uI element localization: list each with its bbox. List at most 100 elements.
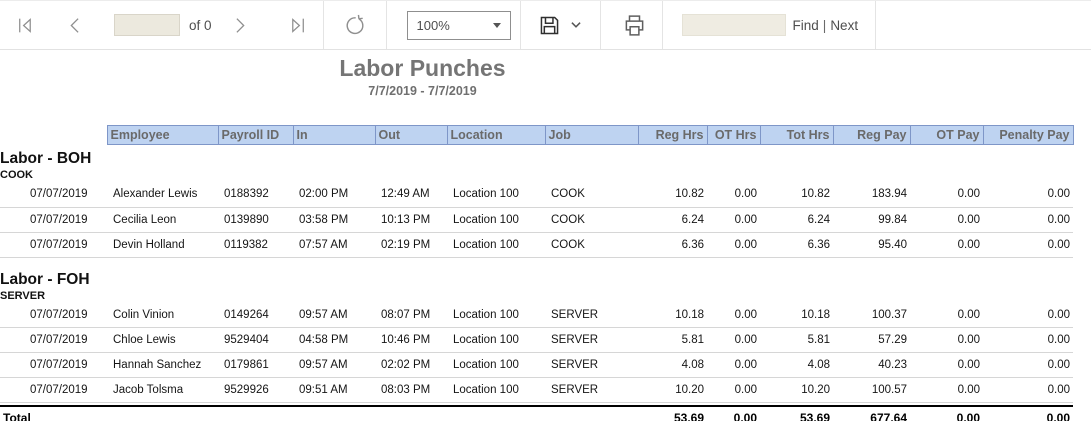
total-tot-hrs: 53.69 — [760, 404, 833, 421]
table-row: 07/07/2019 Jacob Tolsma 9529926 09:51 AM 08:… — [0, 377, 1073, 403]
column-header-tot-hrs: Tot Hrs — [759, 125, 834, 145]
total-reg-pay: 677.64 — [833, 404, 910, 421]
page-number-input[interactable] — [114, 14, 180, 36]
column-header-location: Location — [446, 125, 546, 145]
cell-ot-pay: 0.00 — [910, 377, 983, 403]
cell-date: 07/07/2019 — [0, 302, 107, 328]
cell-ot-pay: 0.00 — [910, 327, 983, 353]
group-sublabel: SERVER — [0, 289, 1073, 303]
table-header-row: Employee Payroll ID In Out Location Job Reg Hr… — [0, 125, 1074, 145]
total-label: Total — [0, 404, 107, 421]
cell-reg-pay: 100.57 — [833, 377, 910, 403]
group-label-cell: Labor - FOH — [0, 270, 90, 288]
cell-ot-hrs: 0.00 — [707, 377, 760, 403]
cell-penalty-pay: 0.00 — [983, 377, 1073, 403]
group-label: Labor - BOH — [0, 145, 1073, 169]
cell-employee: Colin Vinion — [107, 302, 218, 328]
export-save-button[interactable] — [538, 14, 583, 37]
column-header-out: Out — [374, 125, 448, 145]
cell-payroll-id: 0139890 — [218, 207, 293, 233]
cell-tot-hrs: 6.36 — [760, 232, 833, 258]
cell-out: 10:46 PM — [375, 327, 447, 353]
cell-date: 07/07/2019 — [0, 327, 107, 353]
cell-out: 08:03 PM — [375, 377, 447, 403]
labor-punches-table: Employee Payroll ID In Out Location Job Reg Hr… — [0, 125, 1074, 421]
previous-page-button[interactable] — [65, 15, 86, 36]
cell-date: 07/07/2019 — [0, 232, 107, 258]
total-empty-cell — [375, 404, 447, 421]
cell-reg-pay: 95.40 — [833, 232, 910, 258]
cell-out: 02:02 PM — [375, 352, 447, 378]
chevron-down-icon — [570, 22, 581, 28]
group-label-cell: Labor - BOH — [0, 150, 92, 167]
total-reg-hrs: 53.69 — [638, 404, 707, 421]
cell-penalty-pay: 0.00 — [983, 327, 1073, 353]
print-button[interactable] — [622, 13, 647, 38]
cell-out: 10:13 PM — [375, 207, 447, 233]
cell-ot-pay: 0.00 — [910, 232, 983, 258]
cell-reg-hrs: 10.82 — [638, 182, 707, 208]
cell-penalty-pay: 0.00 — [983, 352, 1073, 378]
zoom-select[interactable]: 100% — [406, 10, 511, 40]
cell-ot-hrs: 0.00 — [707, 207, 760, 233]
toolbar-divider — [385, 1, 387, 49]
cell-tot-hrs: 5.81 — [760, 327, 833, 353]
cell-location: Location 100 — [447, 302, 545, 328]
cell-job: SERVER — [545, 352, 638, 378]
cell-job: COOK — [545, 182, 638, 208]
cell-ot-pay: 0.00 — [910, 302, 983, 328]
toolbar-divider — [875, 1, 877, 49]
cell-date: 07/07/2019 — [0, 377, 107, 403]
report-title: Labor Punches — [339, 55, 506, 81]
cell-ot-pay: 0.00 — [910, 207, 983, 233]
cell-ot-pay: 0.00 — [910, 352, 983, 378]
refresh-button[interactable] — [343, 13, 367, 37]
column-header-penalty-pay: Penalty Pay — [982, 125, 1074, 145]
refresh-icon — [346, 14, 364, 35]
total-row: Total 53.69 0.00 53.69 677.64 0.00 0.00 — [0, 404, 1073, 421]
cell-date: 07/07/2019 — [0, 182, 107, 208]
column-header-blank — [0, 126, 107, 145]
toolbar-divider — [599, 1, 601, 49]
column-header-reg-hrs: Reg Hrs — [637, 125, 708, 145]
cell-tot-hrs: 6.24 — [760, 207, 833, 233]
cell-reg-hrs: 6.24 — [638, 207, 707, 233]
cell-reg-hrs: 6.36 — [638, 232, 707, 258]
find-input[interactable] — [681, 14, 786, 36]
cell-job: COOK — [545, 207, 638, 233]
cell-job: COOK — [545, 232, 638, 258]
column-header-employee: Employee — [106, 125, 219, 145]
total-empty-cell — [218, 404, 293, 421]
next-page-button[interactable] — [229, 15, 250, 36]
cell-reg-hrs: 4.08 — [638, 352, 707, 378]
cell-in: 04:58 PM — [293, 327, 375, 353]
first-page-button[interactable] — [15, 15, 36, 36]
cell-date: 07/07/2019 — [0, 207, 107, 233]
cell-location: Location 100 — [447, 182, 545, 208]
chevron-right-icon — [235, 17, 245, 33]
cell-tot-hrs: 4.08 — [760, 352, 833, 378]
cell-employee: Devin Holland — [107, 232, 218, 258]
cell-out: 12:49 AM — [375, 182, 447, 208]
last-page-button[interactable] — [287, 15, 308, 36]
cell-penalty-pay: 0.00 — [983, 302, 1073, 328]
group-sublabel: COOK — [0, 168, 1073, 182]
report-area: Labor Punches 7/7/2019 - 7/7/2019 Employ… — [0, 55, 1091, 421]
cell-in: 09:57 AM — [293, 352, 375, 378]
toolbar-divider — [661, 1, 663, 49]
column-header-in: In — [292, 125, 376, 145]
cell-employee: Chloe Lewis — [107, 327, 218, 353]
find-next-separator: | — [822, 17, 827, 33]
total-ot-pay: 0.00 — [910, 404, 983, 421]
first-page-icon — [19, 17, 31, 33]
next-link[interactable]: Next — [830, 17, 859, 33]
cell-location: Location 100 — [447, 207, 545, 233]
cell-reg-hrs: 5.81 — [638, 327, 707, 353]
report-header: Labor Punches 7/7/2019 - 7/7/2019 — [0, 55, 845, 98]
cell-ot-hrs: 0.00 — [707, 182, 760, 208]
cell-ot-pay: 0.00 — [910, 182, 983, 208]
column-header-payroll-id: Payroll ID — [217, 125, 294, 145]
find-link[interactable]: Find — [792, 17, 819, 33]
cell-ot-hrs: 0.00 — [707, 352, 760, 378]
page-count-label: of 0 — [189, 17, 212, 33]
